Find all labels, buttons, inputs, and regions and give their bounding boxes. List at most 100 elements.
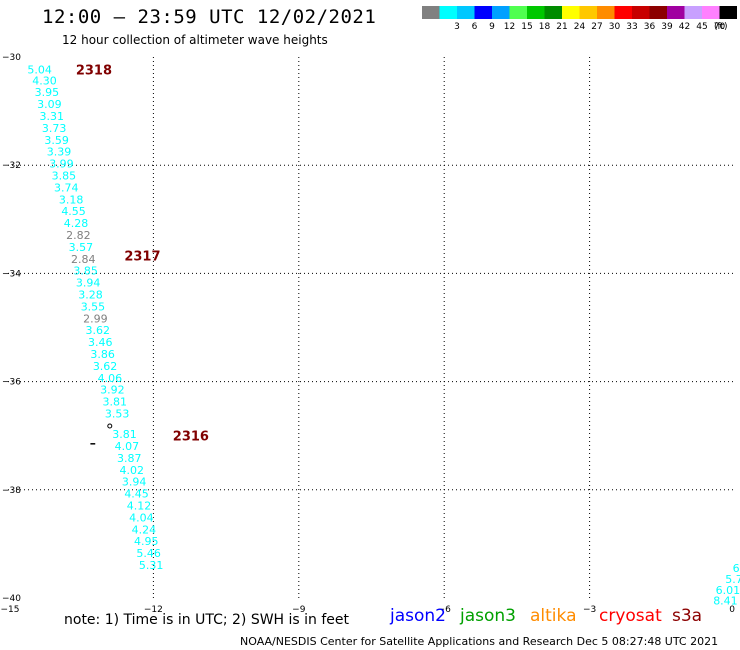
wave-height-label: 4.02 — [119, 464, 143, 477]
wave-height-label: 3.57 — [69, 241, 94, 254]
wave-height-label: 3.31 — [40, 110, 65, 123]
wave-height-label: 4.06 — [98, 372, 123, 385]
legend-swatch — [457, 6, 475, 19]
legend-swatch — [544, 6, 562, 19]
wave-height-label: 5.7 — [725, 573, 740, 586]
wave-height-label: 4.24 — [132, 523, 157, 536]
legend-swatch — [632, 6, 650, 19]
credit-line: NOAA/NESDIS Center for Satellite Applica… — [240, 635, 719, 648]
satellite-name: s3a — [672, 606, 703, 626]
legend-swatch — [702, 6, 720, 19]
legend-swatch — [579, 6, 597, 19]
wave-height-label: 8.41 — [713, 595, 738, 608]
lat-tick-label: −30 — [2, 53, 21, 63]
legend-label: 36 — [644, 22, 656, 32]
legend-label: 3 — [454, 22, 460, 32]
legend-label: 70 — [714, 22, 726, 32]
legend-swatch — [614, 6, 632, 19]
wave-height-label: 3.94 — [122, 476, 147, 489]
satellite-name: cryosat — [599, 606, 662, 626]
legend-label: 18 — [539, 22, 551, 32]
orbit-track-label: 2317 — [124, 250, 160, 265]
lon-tick-label: −3 — [583, 605, 596, 615]
wave-height-label: 3.85 — [73, 265, 98, 278]
wave-height-label: 3.39 — [47, 146, 71, 159]
orbit-track-label: 2318 — [76, 63, 112, 78]
lat-tick-label: −36 — [2, 378, 21, 388]
wave-height-label: 3.62 — [86, 324, 111, 337]
wave-height-label: 4.07 — [115, 440, 140, 453]
legend-swatch — [649, 6, 667, 19]
legend-label: 24 — [574, 22, 586, 32]
wave-height-label: 3.59 — [44, 134, 69, 147]
legend-label: 12 — [504, 22, 515, 32]
wave-height-label: 3.28 — [78, 288, 103, 301]
wave-height-label: 3.62 — [93, 360, 118, 373]
satellite-name: jason3 — [460, 606, 516, 626]
legend-swatch — [667, 6, 685, 19]
wave-height-label: 4.45 — [124, 488, 149, 501]
wave-height-label: 3.87 — [117, 452, 142, 465]
wave-height-label: 3.94 — [76, 277, 101, 290]
legend-swatch — [719, 6, 737, 19]
satellite-name: jason2 — [390, 606, 446, 626]
orbit-track-label: 2316 — [173, 430, 209, 445]
lon-tick-label: 0 — [729, 605, 735, 615]
legend-label: 30 — [609, 22, 621, 32]
wave-height-label: 4.95 — [134, 535, 159, 548]
wave-height-label: 3.81 — [112, 428, 137, 441]
legend-label: 21 — [556, 22, 567, 32]
wave-height-label: 6 — [733, 562, 740, 575]
wave-height-label: 3.46 — [88, 336, 113, 349]
legend-label: 45 — [696, 22, 707, 32]
lon-tick-label: −9 — [292, 605, 306, 615]
legend-swatch — [509, 6, 527, 19]
wave-height-label: 5.31 — [139, 559, 164, 572]
wave-height-label: 3.09 — [37, 98, 62, 111]
wave-height-label: 6.01 — [716, 584, 740, 597]
wave-height-label: 3.85 — [52, 169, 76, 182]
wave-height-label: 3.74 — [54, 181, 79, 194]
satellite-name: altika — [530, 606, 577, 626]
page-subtitle: 12 hour collection of altimeter wave hei… — [62, 33, 328, 47]
lat-tick-label: −32 — [2, 161, 21, 171]
legend-unit: (ft) — [714, 22, 728, 32]
lon-tick-label: −15 — [1, 605, 20, 615]
legend-label: 9 — [489, 22, 495, 32]
legend-label: 33 — [626, 22, 637, 32]
wave-height-label: 3.92 — [100, 384, 125, 397]
legend-label: 42 — [679, 22, 690, 32]
wave-height-label: 4.28 — [64, 217, 88, 230]
wave-height-label: 4.55 — [61, 205, 86, 218]
wave-height-label: 2.84 — [71, 253, 96, 266]
wave-height-label: 5.46 — [136, 547, 161, 560]
legend-label: 39 — [661, 22, 673, 32]
legend-label: 6 — [472, 22, 478, 32]
legend-swatch — [527, 6, 545, 19]
wave-height-label: 3.81 — [103, 396, 128, 409]
lat-tick-label: −40 — [2, 594, 21, 604]
legend-swatch — [474, 6, 492, 19]
wave-height-label: 4.30 — [32, 74, 57, 87]
wave-height-label: 3.18 — [59, 193, 84, 206]
wave-height-label: 2.82 — [66, 229, 91, 242]
page-title: 12:00 – 23:59 UTC 12/02/2021 — [42, 6, 377, 28]
wave-height-label: 3.53 — [105, 408, 130, 421]
wave-height-label: 3.73 — [42, 122, 67, 135]
legend-label: 27 — [591, 22, 602, 32]
legend-swatch — [684, 6, 702, 19]
wave-height-label: 4.04 — [129, 511, 154, 524]
lat-tick-label: −34 — [2, 269, 21, 279]
legend-swatch — [597, 6, 615, 19]
lon-tick-label: −12 — [144, 605, 163, 615]
wave-height-label: 3.99 — [49, 158, 74, 171]
legend-swatch — [492, 6, 510, 19]
legend-swatch — [422, 6, 440, 19]
lat-tick-label: −38 — [2, 486, 21, 496]
wave-height-label: 2.99 — [83, 312, 108, 325]
wave-height-label: 3.95 — [35, 86, 60, 99]
legend-swatch — [562, 6, 580, 19]
track-marker — [107, 423, 113, 429]
legend-swatch — [439, 6, 457, 19]
